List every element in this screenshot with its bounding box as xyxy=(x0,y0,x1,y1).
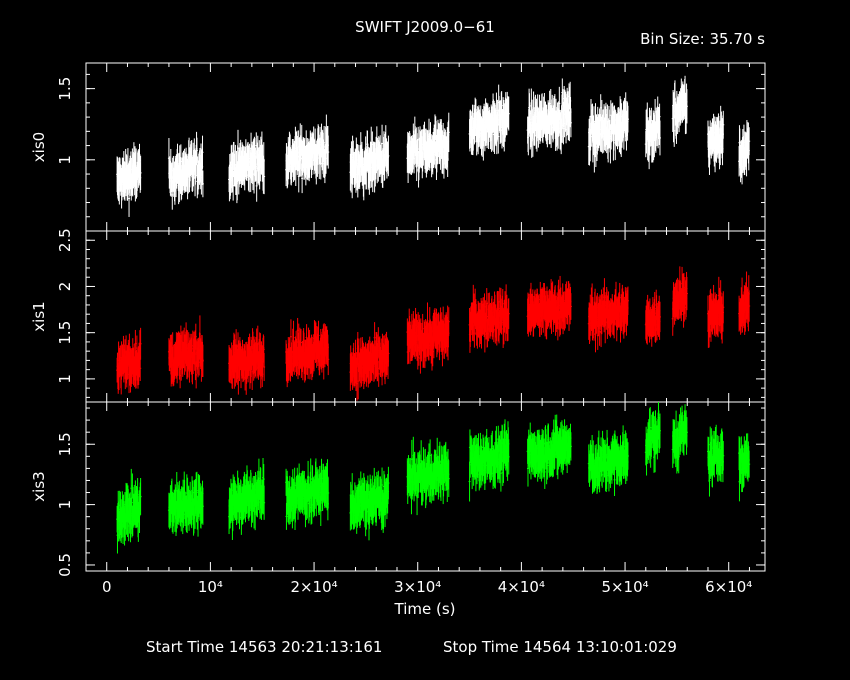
panel-xis3: 0.5 1 1.5 xis3 xyxy=(30,401,766,577)
y-tick-label: 1 xyxy=(56,374,74,384)
y-tick-label: 1 xyxy=(56,500,74,510)
y-tick-label: 1.5 xyxy=(56,77,74,101)
y-tick-label: 2 xyxy=(56,282,74,292)
y-axis-label: xis1 xyxy=(30,301,48,331)
panel-xis0: 1 1.5 xis0 xyxy=(30,62,766,232)
y-tick-label: 2.5 xyxy=(56,228,74,252)
y-tick-label: 0.5 xyxy=(56,553,74,577)
bin-size-label: Bin Size: 35.70 s xyxy=(640,30,765,48)
series-xis1 xyxy=(116,266,751,401)
y-axis-label: xis0 xyxy=(30,132,48,162)
panel-xis1: 1 1.5 2 2.5 xis1 xyxy=(30,228,766,403)
series-xis0 xyxy=(116,75,751,217)
y-tick-label: 1.5 xyxy=(56,432,74,456)
series-xis3 xyxy=(116,402,751,554)
y-axis-label: xis3 xyxy=(30,471,48,501)
chart-title: SWIFT J2009.0−61 xyxy=(355,18,495,36)
y-tick-label: 1.5 xyxy=(56,321,74,345)
panel-frame xyxy=(85,401,766,572)
y-tick-label: 1 xyxy=(56,155,74,165)
